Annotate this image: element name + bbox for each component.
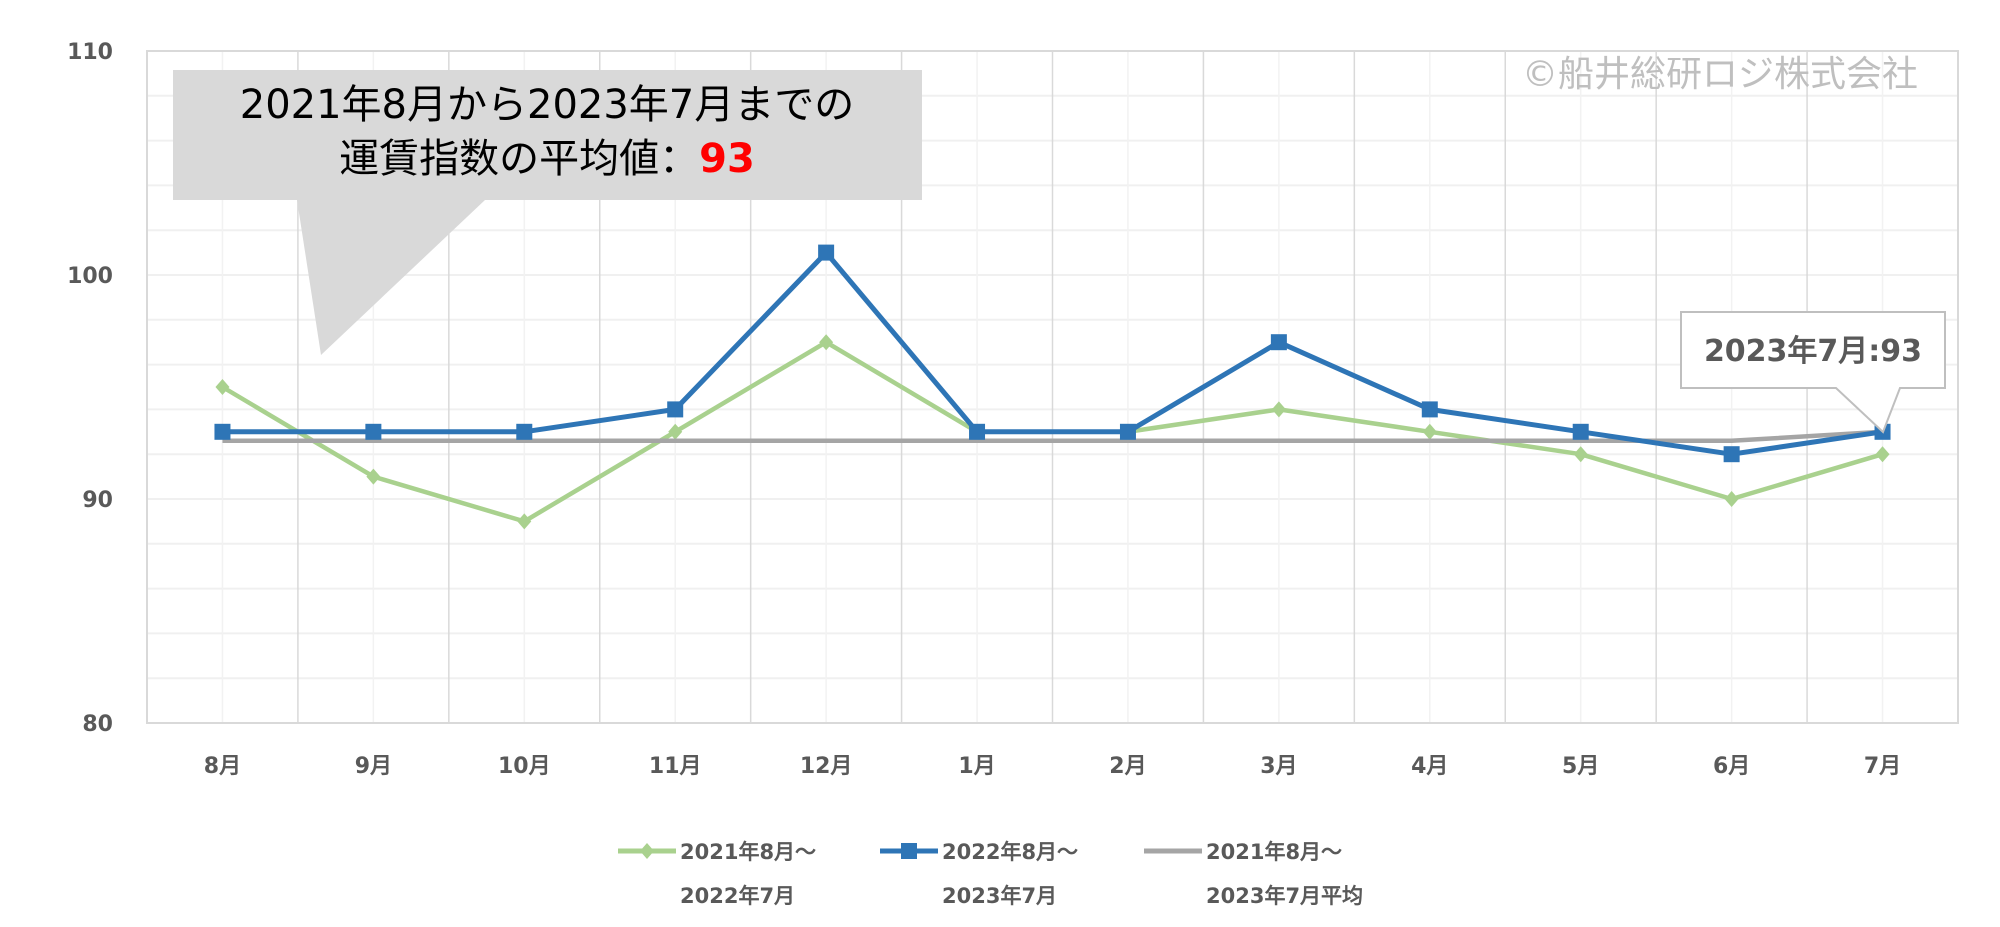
data-point-diamond xyxy=(1422,423,1437,440)
legend-marker-diamond xyxy=(640,843,654,859)
data-point-diamond xyxy=(668,423,683,440)
data-point-diamond xyxy=(1271,401,1286,418)
data-point-square xyxy=(1270,334,1287,351)
data-point-square xyxy=(667,401,684,418)
x-tick-label: 6月 xyxy=(1713,754,1750,779)
data-point-diamond xyxy=(366,468,381,485)
data-point-square xyxy=(365,423,382,440)
average-callout: 2021年8月から2023年7月までの 運賃指数の平均値：93 xyxy=(173,70,922,355)
x-tick-label: 10月 xyxy=(498,754,551,779)
data-point-diamond xyxy=(517,513,532,530)
legend: 2021年8月～ 2022年7月 2022年8月～ 2023年7月 2021年8月～ 20… xyxy=(618,840,1363,908)
data-label-2023-07: 2023年7月:93 xyxy=(1680,311,1946,434)
legend-label-line2: 2023年7月平均 xyxy=(1206,884,1363,908)
data-point-diamond xyxy=(819,334,834,351)
data-point-square xyxy=(1421,401,1438,418)
x-tick-label: 9月 xyxy=(355,754,392,779)
data-label-box xyxy=(1680,311,1946,434)
y-tick-label: 100 xyxy=(67,264,113,289)
x-tick-label: 7月 xyxy=(1864,754,1901,779)
x-tick-label: 11月 xyxy=(649,754,702,779)
x-tick-label: 4月 xyxy=(1411,754,1448,779)
x-tick-label: 2月 xyxy=(1109,754,1146,779)
series-line xyxy=(222,250,1883,457)
legend-label-line1: 2021年8月～ xyxy=(680,840,816,864)
plot-border xyxy=(146,50,1959,724)
data-point-square xyxy=(516,423,533,440)
data-point-square xyxy=(818,244,835,261)
data-point-diamond xyxy=(1875,446,1890,463)
x-tick-label: 1月 xyxy=(958,754,995,779)
data-point-square xyxy=(1723,446,1740,463)
x-axis-ticks: 8月 9月 10月 11月 12月 1月 2月 3月 4月 5月 6月 7月 xyxy=(204,754,1901,779)
data-point-square xyxy=(1572,423,1589,440)
callout-line1: 2021年8月から2023年7月までの xyxy=(240,82,855,128)
data-point-diamond xyxy=(215,379,230,395)
x-tick-label: 12月 xyxy=(800,754,853,779)
y-tick-label: 80 xyxy=(82,712,113,737)
copyright-watermark: ©船井総研ロジ株式会社 xyxy=(1522,54,1918,95)
callout-label: 運賃指数の平均値： xyxy=(339,136,699,182)
x-tick-label: 8月 xyxy=(204,754,241,779)
data-point-diamond xyxy=(1724,491,1739,507)
data-point-square xyxy=(1119,423,1136,440)
data-point-square xyxy=(969,423,986,440)
legend-label-line1: 2022年8月～ xyxy=(942,840,1078,864)
series-group xyxy=(214,244,1891,530)
data-point-square xyxy=(214,423,231,440)
callout-shape xyxy=(173,70,922,355)
legend-marker-square xyxy=(901,843,917,859)
y-tick-label: 90 xyxy=(82,488,113,513)
y-axis-ticks: 80 90 100 110 xyxy=(67,40,113,737)
legend-label-line1: 2021年8月～ xyxy=(1206,840,1342,864)
x-tick-label: 5月 xyxy=(1562,754,1599,779)
x-tick-label: 3月 xyxy=(1260,754,1297,779)
callout-line2: 運賃指数の平均値：93 xyxy=(339,136,755,182)
legend-label-line2: 2023年7月 xyxy=(942,884,1057,908)
data-label-text: 2023年7月:93 xyxy=(1704,334,1922,369)
legend-label-line2: 2022年7月 xyxy=(680,884,795,908)
callout-value: 93 xyxy=(699,136,755,182)
data-point-diamond xyxy=(1573,446,1588,463)
y-tick-label: 110 xyxy=(67,40,113,65)
series-line xyxy=(222,429,1883,444)
